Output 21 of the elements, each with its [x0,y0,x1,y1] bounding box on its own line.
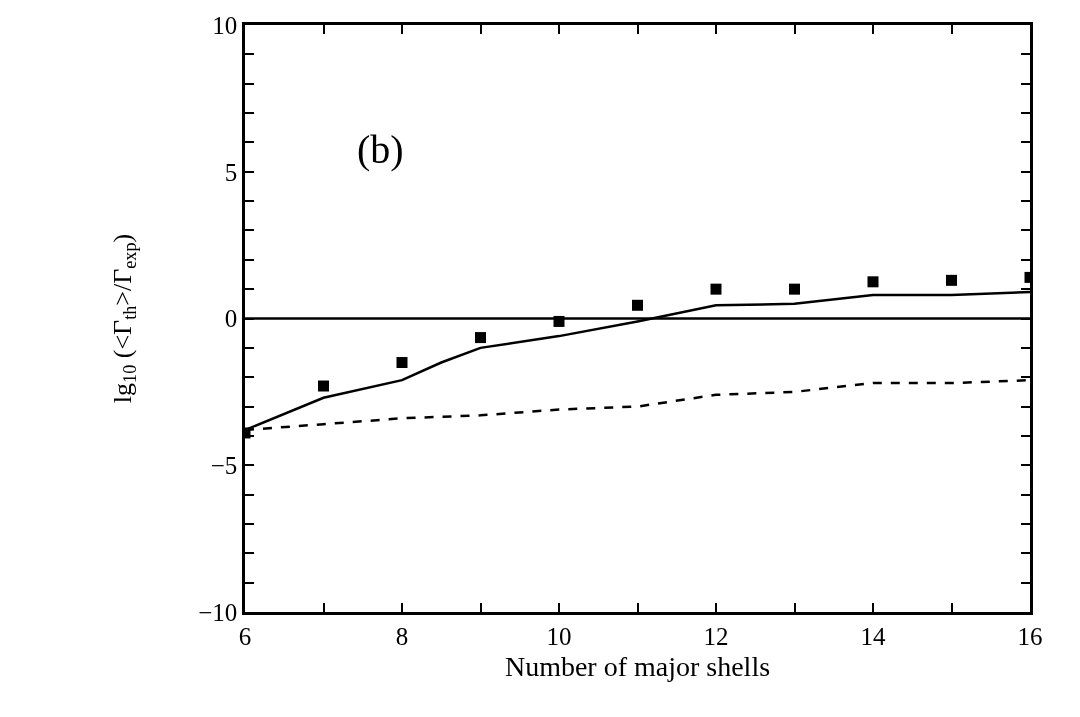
point [318,380,329,392]
y-tick-label: −10 [198,598,238,626]
x-tick-label: 6 [238,622,252,650]
point [710,283,722,295]
y-tick-label: −5 [210,452,238,479]
x-tick-label: 10 [546,622,572,650]
y-tick-label: 10 [212,11,238,39]
point [475,332,486,344]
point [632,299,643,311]
y-tick-label: 5 [224,158,238,186]
annotation: (b) [357,127,404,172]
x-tick-label: 12 [703,622,729,650]
point [867,276,879,288]
x-axis-title: Number of major shells [504,650,771,682]
x-tick-label: 16 [1017,622,1043,650]
point [789,283,800,295]
y-tick-label: 0 [224,305,238,333]
x-tick-label: 14 [860,622,886,650]
x-tick-label: 8 [395,622,409,650]
point [946,274,957,286]
point [396,357,408,369]
